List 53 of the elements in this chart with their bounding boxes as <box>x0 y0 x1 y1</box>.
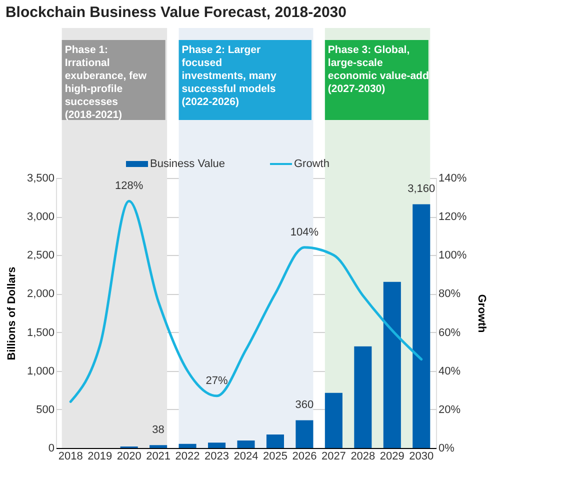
y-axis-title: Billions of Dollars <box>6 266 18 360</box>
bar <box>150 445 168 448</box>
legend-label: Business Value <box>150 158 226 170</box>
x-tick-label: 2026 <box>292 450 317 462</box>
y-tick-label: 2,000 <box>26 288 54 300</box>
band-label: Phase 1: Irrational exuberance, few high-profile successes (2018-2021) <box>64 44 148 121</box>
y2-axis-title: Growth <box>476 294 488 334</box>
data-label: 3,160 <box>408 183 436 196</box>
band-label: Phase 2: Larger focused investments, many successful models (2022-2026) <box>182 44 276 108</box>
bar <box>178 444 196 448</box>
y-tick-label: 500 <box>36 404 54 416</box>
y2-tick-label: 0% <box>438 442 455 454</box>
y2-tick-label: 40% <box>438 365 461 378</box>
y2-tick-label: 100% <box>438 250 467 262</box>
y2-tick-label: 60% <box>438 326 461 339</box>
x-tick-label: 2022 <box>175 450 200 462</box>
bar <box>208 442 226 448</box>
y-tick-label: 0 <box>48 442 54 454</box>
y-tick-label: 3,000 <box>26 211 54 224</box>
x-tick-label: 2028 <box>350 450 376 462</box>
y-tick-label: 1,500 <box>26 326 54 339</box>
x-tick-label: 2021 <box>146 450 171 462</box>
chart-title: Blockchain Business Value Forecast, 2018-2030 <box>5 4 346 21</box>
bar <box>237 440 255 448</box>
data-label: 128% <box>115 180 144 192</box>
bar <box>266 434 284 448</box>
data-label: 360 <box>295 399 314 412</box>
x-tick-label: 2018 <box>58 450 83 462</box>
legend-label: Growth <box>294 158 330 170</box>
y-tick-label: 3,500 <box>26 172 54 184</box>
y2-tick-label: 80% <box>438 288 461 300</box>
y2-tick-label: 140% <box>438 172 467 184</box>
x-tick-label: 2027 <box>321 450 346 462</box>
band-label: Phase 3: Global, large-scale economic value-add (2027-2030) <box>328 44 429 95</box>
data-label: 27% <box>206 374 228 387</box>
x-tick-label: 2025 <box>262 450 288 462</box>
bar <box>324 392 342 448</box>
y-tick-label: 1,000 <box>26 365 54 378</box>
y2-tick-label: 120% <box>438 211 467 224</box>
bar <box>412 204 430 448</box>
x-tick-label: 2029 <box>380 450 404 462</box>
x-tick-label: 2020 <box>116 450 142 462</box>
x-tick-label: 2024 <box>234 450 258 462</box>
y2-tick-label: 20% <box>438 404 461 416</box>
data-label: 104% <box>290 226 319 238</box>
y-tick-label: 2,500 <box>26 250 54 262</box>
bar <box>354 346 372 448</box>
bar <box>296 420 314 448</box>
x-tick-label: 2023 <box>204 450 230 462</box>
x-tick-label: 2019 <box>88 450 112 462</box>
data-label: 38 <box>152 424 164 436</box>
bar <box>383 282 401 448</box>
x-tick-label: 2030 <box>409 450 434 462</box>
